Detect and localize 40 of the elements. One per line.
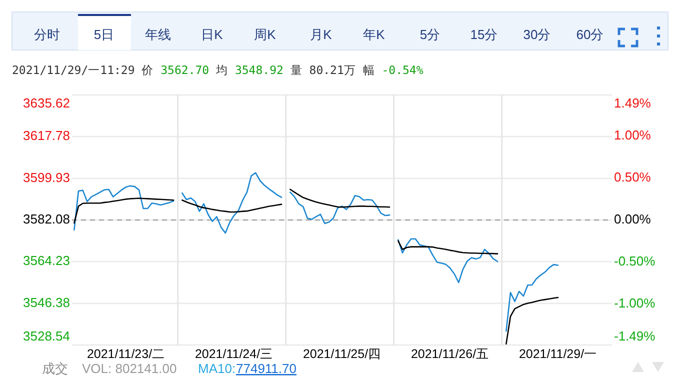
text: -0.54% bbox=[374, 63, 424, 77]
y2-tick-label: -0.50% bbox=[614, 253, 656, 268]
text: 量 80.21万 幅 bbox=[283, 63, 375, 77]
text: MA10: bbox=[198, 361, 236, 376]
y2-tick-label: -1.00% bbox=[614, 295, 656, 310]
y2-tick-label: 0.50% bbox=[614, 169, 652, 184]
text: 5日 bbox=[94, 27, 114, 42]
y-tick-label: 3635.62 bbox=[23, 95, 70, 110]
text: 3548.92 bbox=[228, 63, 284, 77]
y-tick-label: 3599.93 bbox=[23, 170, 70, 185]
x-tick-label: 2021/11/26/五 bbox=[410, 347, 490, 361]
y-tick-label: 3528.54 bbox=[23, 328, 70, 344]
text: VOL: 802141.00 bbox=[82, 361, 177, 376]
y-tick-label: 3617.78 bbox=[23, 128, 70, 144]
y2-tick-label: 0.00% bbox=[614, 211, 652, 226]
text: 日K bbox=[201, 27, 224, 42]
text: 30分 bbox=[523, 27, 551, 42]
x-tick-label: 2021/11/25/四 bbox=[302, 347, 382, 361]
text: 分时 bbox=[34, 27, 60, 42]
text: 年线 bbox=[145, 27, 171, 42]
text: 周K bbox=[254, 27, 276, 42]
x-tick-label: 2021/11/23/二 bbox=[86, 347, 166, 361]
y-tick-label: 3546.38 bbox=[23, 294, 70, 310]
text: 5分 bbox=[420, 27, 440, 42]
text: 15分 bbox=[470, 27, 498, 42]
text: 60分 bbox=[576, 27, 604, 42]
y2-tick-label: 1.49% bbox=[614, 95, 652, 110]
text: 3562.70 bbox=[154, 63, 210, 77]
y2-tick-label: 1.00% bbox=[614, 128, 652, 143]
text: 成交 bbox=[42, 361, 68, 376]
text: 2021/11/29/一11:29 价 bbox=[12, 63, 154, 77]
y-tick-label: 3582.08 bbox=[23, 211, 70, 226]
y-tick-label: 3564.23 bbox=[23, 253, 70, 268]
y2-tick-label: -1.49% bbox=[614, 328, 656, 344]
text: 774911.70 bbox=[236, 361, 296, 376]
text: 月K bbox=[310, 27, 332, 42]
text: 均 bbox=[209, 63, 228, 77]
x-tick-label: 2021/11/29/一 bbox=[518, 347, 598, 361]
x-tick-label: 2021/11/24/三 bbox=[194, 347, 274, 361]
text: 年K bbox=[363, 27, 386, 42]
